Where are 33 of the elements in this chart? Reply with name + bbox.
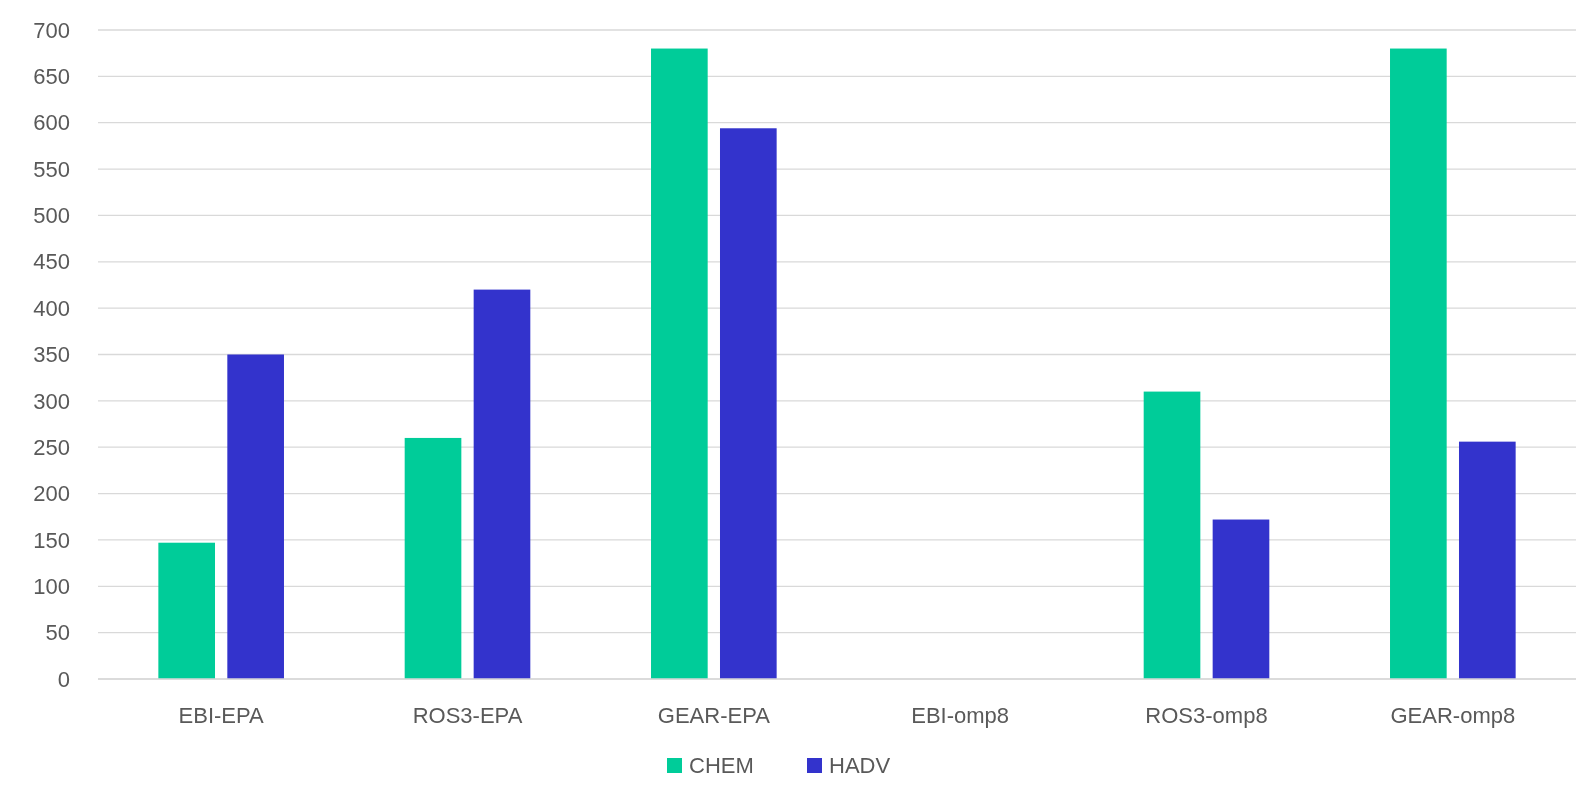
y-tick-label: 300: [33, 388, 70, 414]
y-tick-label: 650: [33, 64, 70, 90]
x-tick-label: ROS3-EPA: [412, 703, 523, 728]
y-tick-label: 250: [33, 434, 70, 460]
x-tick-label: GEAR-EPA: [657, 703, 771, 728]
bar: [651, 48, 708, 679]
legend-label: HADV: [829, 753, 891, 778]
y-tick-label: 400: [33, 295, 70, 321]
y-tick-label: 550: [33, 156, 70, 182]
bar: [404, 437, 462, 679]
x-tick-label: EBI-omp8: [911, 703, 1010, 728]
bar: [473, 289, 531, 679]
bar: [1458, 441, 1516, 679]
bar: [1390, 48, 1447, 679]
y-tick-label: 200: [33, 481, 70, 507]
bar: [1212, 519, 1270, 679]
x-tick-label: GEAR-omp8: [1390, 703, 1516, 728]
y-tick-label: 50: [45, 620, 70, 646]
bar: [1143, 391, 1201, 679]
x-tick-label: ROS3-omp8: [1145, 703, 1268, 728]
x-tick-label: EBI-EPA: [178, 703, 265, 728]
y-tick-label: 500: [33, 203, 70, 229]
bar: [158, 542, 216, 679]
y-tick-label: 0: [57, 666, 70, 692]
y-tick-label: 150: [33, 527, 70, 553]
y-tick-label: 350: [33, 342, 70, 368]
y-tick-label: 450: [33, 249, 70, 275]
bar: [227, 354, 284, 679]
bar: [719, 128, 777, 679]
legend-label: CHEM: [689, 753, 754, 778]
y-tick-label: 700: [33, 17, 70, 43]
y-tick-label: 600: [33, 110, 70, 136]
y-tick-label: 100: [33, 573, 70, 599]
